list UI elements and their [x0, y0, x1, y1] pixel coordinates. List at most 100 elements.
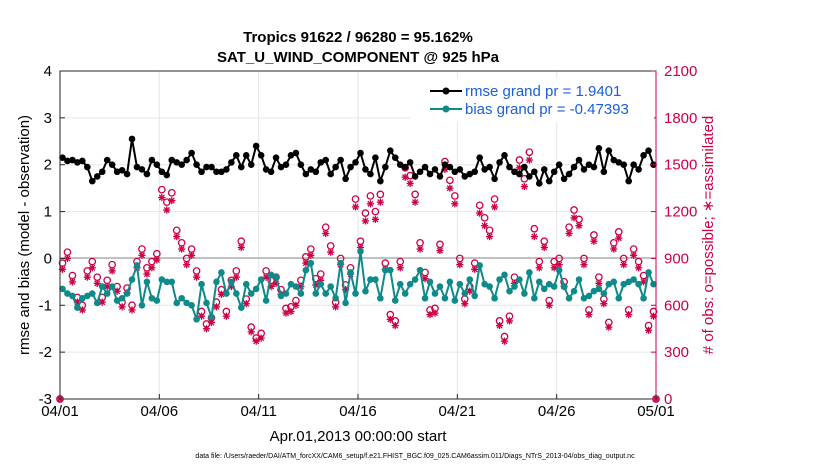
y-axis-label: rmse and bias (model - observation) [16, 115, 33, 355]
bias-point [377, 294, 384, 302]
bias-point [645, 269, 652, 276]
assimilated-obs-marker [535, 264, 543, 272]
rmse-point [625, 177, 632, 185]
assimilated-obs-marker [93, 279, 101, 288]
bias-point [650, 280, 657, 288]
rmse-point [506, 163, 513, 171]
bias-point [357, 248, 364, 255]
assimilated-obs-marker [118, 303, 126, 311]
rmse-point [79, 157, 86, 165]
assimilated-obs-marker [486, 232, 494, 241]
assimilated-obs-marker [605, 323, 613, 331]
rmse-point [461, 173, 469, 180]
possible-obs-marker [361, 209, 370, 217]
y-right-tick-label: 1200 [664, 204, 697, 221]
assimilated-obs-marker [183, 261, 191, 269]
y-right-tick-label: 600 [664, 297, 689, 314]
rmse-point [213, 168, 220, 176]
assimilated-obs-marker [163, 206, 171, 214]
rmse-point [327, 170, 334, 178]
rmse-point [560, 175, 568, 183]
bias-point [123, 290, 131, 297]
bias-point [257, 276, 265, 283]
bias-point [630, 276, 637, 283]
rmse-point [531, 168, 538, 176]
legend: rmse grand pr = 1.9401 bias grand pr = -… [410, 78, 654, 122]
bias-point [446, 278, 454, 286]
assimilated-obs-marker [307, 251, 315, 259]
assimilated-obs-marker [83, 273, 91, 281]
bias-point [396, 280, 404, 288]
rmse-point [451, 168, 459, 176]
bias-point [386, 266, 394, 274]
possible-obs-marker [450, 192, 459, 200]
y-axis-left: -3 -2 -1 0 1 2 3 4 [39, 63, 65, 408]
bias-point [317, 280, 325, 288]
bias-point [59, 285, 66, 293]
rmse-point [108, 161, 116, 169]
y-tick-label: 3 [44, 110, 52, 127]
bias-point [570, 287, 578, 295]
assimilated-obs-marker [530, 232, 538, 241]
rmse-point [247, 161, 255, 169]
rmse-point [287, 152, 295, 159]
assimilated-obs-marker [520, 182, 528, 191]
rmse-point [128, 135, 136, 143]
y-tick-label: -3 [39, 391, 52, 408]
rmse-point [347, 163, 354, 171]
rmse-point [118, 167, 126, 174]
assimilated-obs-marker [327, 248, 335, 256]
assimilated-obs-marker [396, 264, 404, 272]
rmse-point [526, 173, 533, 180]
rmse-point [252, 142, 260, 150]
possible-obs-marker [351, 195, 360, 203]
bias-point [535, 278, 543, 286]
rmse-point [521, 163, 528, 171]
assimilated-obs-marker [585, 311, 593, 319]
assimilated-obs-marker [490, 203, 499, 211]
bias-point [148, 294, 156, 302]
rmse-point [352, 159, 359, 166]
legend-box [410, 78, 654, 122]
rmse-point [193, 161, 200, 169]
rmse-point [456, 166, 464, 173]
rmse-point [74, 159, 81, 166]
x-tick-label: 05/01 [637, 403, 675, 420]
rmse-point [590, 163, 598, 171]
bias-point [526, 269, 533, 276]
assimilated-obs-marker [247, 328, 255, 336]
rmse-point [257, 152, 265, 159]
rmse-point [143, 170, 151, 178]
x-axis-label: Apr.01,2013 00:00:00 start [270, 428, 448, 445]
bias-point [282, 290, 290, 297]
assimilated-obs-marker [158, 193, 166, 202]
rmse-point [421, 163, 429, 171]
x-tick-label: 04/21 [439, 403, 477, 420]
assimilated-obs-marker [595, 279, 603, 288]
rmse-point [168, 156, 176, 164]
bias-point [347, 269, 354, 276]
bias-point [610, 278, 618, 286]
rmse-point [317, 159, 325, 166]
bias-point [307, 259, 315, 267]
assimilated-obs-marker [371, 215, 379, 223]
rmse-point [605, 147, 613, 154]
assimilated-obs-marker [366, 200, 375, 208]
rmse-point [332, 163, 339, 171]
bias-point [193, 316, 200, 323]
rmse-point [342, 175, 349, 183]
rmse-point [84, 163, 91, 171]
assimilated-obs-marker [376, 198, 384, 206]
assimilated-obs-marker [252, 337, 260, 345]
assimilated-obs-marker [615, 234, 623, 242]
rmse-point [431, 166, 439, 173]
assimilated-obs-marker [242, 300, 250, 308]
assimilated-obs-marker [173, 232, 181, 241]
possible-obs-marker [480, 213, 489, 222]
possible-obs-marker [475, 201, 484, 210]
y-tick-label: 4 [44, 63, 52, 80]
rmse-point [580, 166, 588, 173]
bias-point [198, 280, 205, 288]
rmse-point [208, 163, 215, 171]
